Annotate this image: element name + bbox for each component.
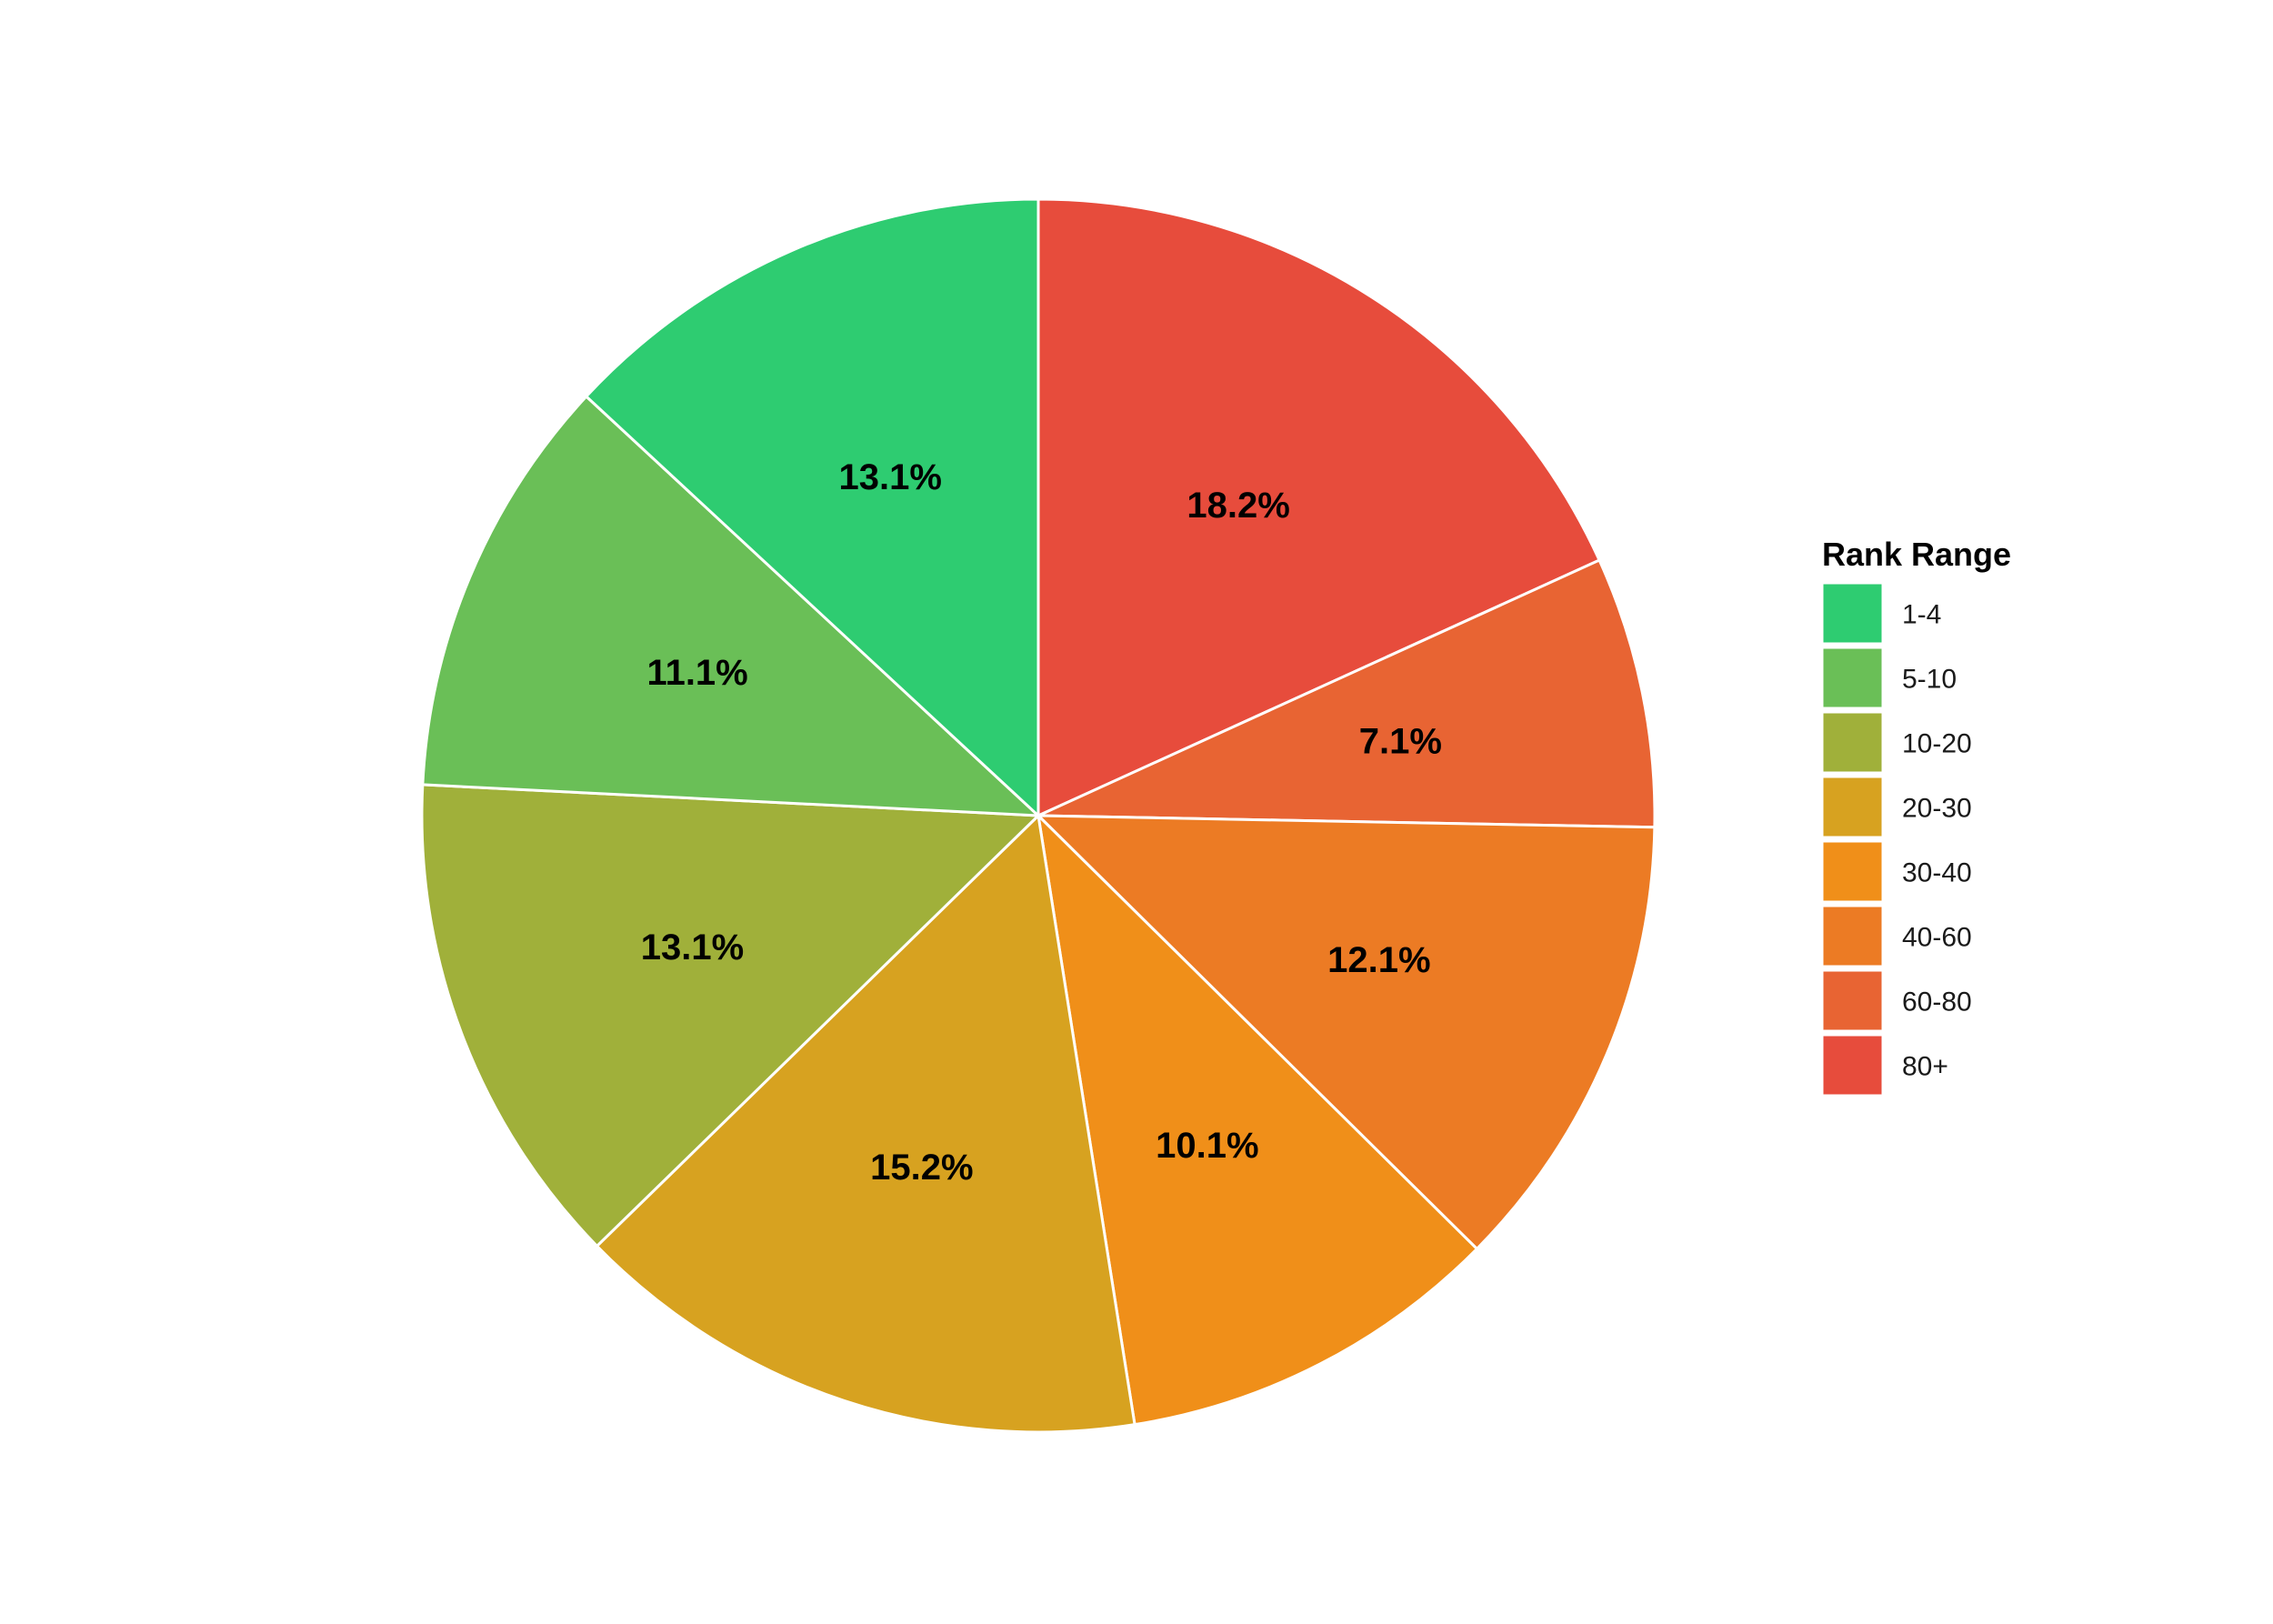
- legend: Rank Range 1-4 5-10 10-20 20-30 30-40 40-60 60…: [1820, 536, 2011, 1098]
- slice-label-10-20: 13.1%: [641, 927, 744, 967]
- pie-slice-30-40: [1036, 811, 1479, 1427]
- pie-slice-10-20: [420, 783, 1042, 1248]
- legend-key-10-20: [1820, 710, 1885, 775]
- pie-slice-60-80: [1037, 558, 1657, 829]
- legend-title: Rank Range: [1822, 536, 2011, 573]
- legend-key-1-4: [1820, 581, 1885, 646]
- legend-key-60-80: [1820, 968, 1885, 1033]
- pie-slice-5-10: [421, 394, 1043, 817]
- slice-label-80+: 18.2%: [1187, 486, 1289, 526]
- legend-label-10-20: 10-20: [1902, 729, 1972, 759]
- legend-key-30-40: [1820, 839, 1885, 904]
- legend-key-40-60: [1820, 904, 1885, 968]
- pie-slice-80+: [1036, 197, 1602, 818]
- legend-key-5-10: [1820, 646, 1885, 710]
- pie-slice-labels: 18.2% 7.1% 12.1% 10.1% 15.2% 13.1% 11.1% 13.1%: [641, 457, 1442, 1188]
- slice-label-20-30: 15.2%: [870, 1148, 973, 1188]
- legend-key-80+: [1820, 1033, 1885, 1098]
- slice-label-60-80: 7.1%: [1359, 722, 1442, 762]
- legend-items: 1-4 5-10 10-20 20-30 30-40 40-60 60-80 80+: [1820, 581, 1972, 1098]
- legend-label-30-40: 30-40: [1902, 858, 1972, 888]
- slice-label-5-10: 11.1%: [647, 653, 748, 693]
- pie-slice-1-4: [584, 197, 1040, 819]
- pie-slices: [420, 197, 1657, 1434]
- legend-label-60-80: 60-80: [1902, 987, 1972, 1018]
- legend-label-1-4: 1-4: [1902, 600, 1941, 630]
- legend-label-5-10: 5-10: [1902, 665, 1957, 695]
- legend-label-40-60: 40-60: [1902, 923, 1972, 953]
- legend-label-20-30: 20-30: [1902, 794, 1972, 824]
- legend-label-80+: 80+: [1902, 1052, 1948, 1082]
- legend-key-20-30: [1820, 775, 1885, 839]
- pie-slice-20-30: [595, 812, 1136, 1434]
- slice-label-30-40: 10.1%: [1156, 1126, 1258, 1166]
- slice-label-40-60: 12.1%: [1327, 940, 1430, 980]
- pie-slice-40-60: [1035, 814, 1657, 1251]
- slice-label-1-4: 13.1%: [839, 457, 942, 497]
